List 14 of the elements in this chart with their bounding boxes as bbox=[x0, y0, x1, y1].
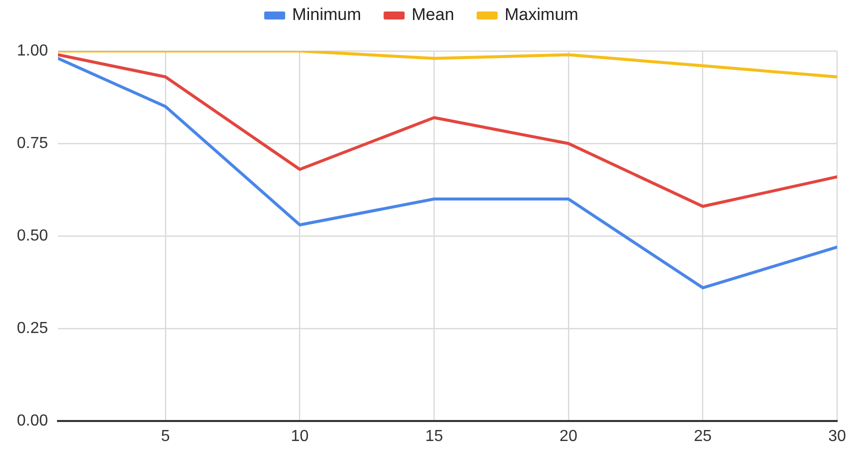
y-tick-label: 0.25 bbox=[16, 320, 48, 337]
x-tick-label: 5 bbox=[161, 428, 170, 446]
x-tick-label: 15 bbox=[425, 428, 444, 446]
legend-label: Maximum bbox=[504, 5, 578, 24]
y-tick-label: 0.75 bbox=[16, 134, 48, 152]
x-tick-label: 20 bbox=[560, 428, 578, 446]
y-tick-label: 0.00 bbox=[16, 412, 48, 430]
y-tick-label: 1.00 bbox=[16, 42, 48, 60]
x-tick-label: 25 bbox=[694, 428, 712, 446]
legend-label: Mean bbox=[412, 5, 454, 24]
y-tick-label: 0.50 bbox=[16, 227, 48, 244]
x-tick-label: 30 bbox=[828, 428, 846, 446]
legend-label: Minimum bbox=[292, 5, 362, 24]
x-tick-label: 10 bbox=[290, 428, 309, 446]
